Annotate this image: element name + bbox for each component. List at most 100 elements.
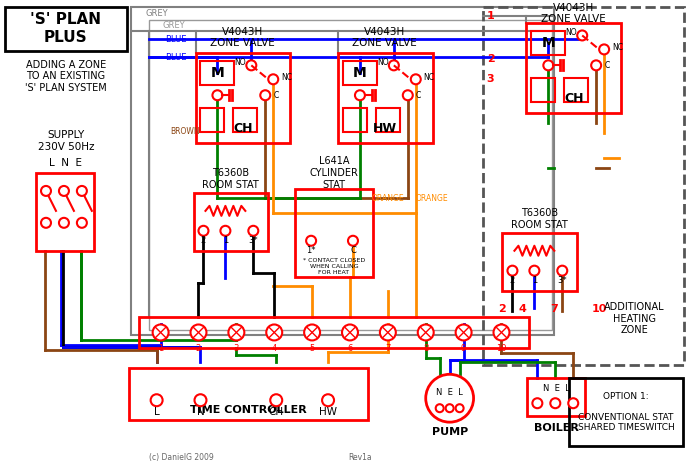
Circle shape	[403, 90, 413, 100]
Text: 2: 2	[486, 54, 495, 65]
Text: 3: 3	[486, 74, 494, 84]
Circle shape	[529, 266, 540, 276]
Text: N  E  L: N E L	[543, 384, 570, 393]
Bar	[5, 7, 127, 51]
Bar	[130, 7, 554, 336]
Bar	[531, 31, 565, 55]
Text: T6360B
ROOM STAT: T6360B ROOM STAT	[202, 168, 259, 190]
Text: NO: NO	[235, 58, 246, 67]
Text: 2: 2	[510, 276, 515, 285]
Circle shape	[77, 186, 87, 196]
Text: C: C	[350, 246, 356, 255]
Text: PUMP: PUMP	[431, 427, 468, 437]
Text: * CONTACT CLOSED
WHEN CALLING
FOR HEAT: * CONTACT CLOSED WHEN CALLING FOR HEAT	[303, 258, 365, 275]
Text: 2: 2	[201, 236, 206, 245]
Circle shape	[248, 226, 258, 236]
Text: NC: NC	[612, 43, 623, 52]
Circle shape	[533, 398, 542, 408]
Bar	[343, 61, 377, 85]
Bar	[148, 20, 552, 330]
Bar	[527, 378, 585, 416]
Bar	[195, 53, 290, 143]
Text: 3*: 3*	[558, 276, 567, 285]
Text: CH: CH	[233, 122, 253, 135]
Text: 2: 2	[196, 344, 201, 353]
Circle shape	[268, 74, 278, 84]
Circle shape	[41, 218, 51, 228]
Circle shape	[417, 324, 434, 340]
Text: L  N  E: L N E	[50, 158, 82, 168]
Text: M: M	[353, 66, 367, 80]
Text: C: C	[416, 91, 421, 100]
Bar	[139, 316, 529, 348]
Circle shape	[213, 90, 222, 100]
Text: 3: 3	[234, 344, 239, 353]
Text: GREY: GREY	[146, 9, 168, 18]
Circle shape	[426, 374, 473, 422]
Text: 4: 4	[272, 344, 277, 353]
Text: NO: NO	[566, 28, 578, 37]
Circle shape	[59, 186, 69, 196]
Circle shape	[355, 90, 365, 100]
Bar	[233, 108, 257, 132]
Circle shape	[77, 218, 87, 228]
Text: V4043H
ZONE VALVE: V4043H ZONE VALVE	[541, 3, 606, 24]
Text: 1: 1	[532, 276, 537, 285]
Text: N  E  L: N E L	[436, 388, 463, 397]
Text: NC: NC	[424, 73, 435, 82]
Text: L641A
CYLINDER
STAT: L641A CYLINDER STAT	[310, 156, 359, 190]
Circle shape	[322, 394, 334, 406]
Circle shape	[220, 226, 230, 236]
Circle shape	[558, 266, 567, 276]
Bar	[295, 189, 373, 277]
Circle shape	[59, 218, 69, 228]
Text: 1: 1	[158, 344, 164, 353]
Text: 10: 10	[496, 344, 506, 353]
Circle shape	[199, 226, 208, 236]
Circle shape	[266, 324, 282, 340]
Text: CH: CH	[564, 92, 584, 105]
Text: TIME CONTROLLER: TIME CONTROLLER	[190, 405, 306, 415]
Circle shape	[41, 186, 51, 196]
Text: 7: 7	[385, 344, 391, 353]
Text: 6: 6	[347, 344, 353, 353]
Circle shape	[578, 30, 587, 40]
Circle shape	[306, 236, 316, 246]
Text: M: M	[210, 66, 224, 80]
Circle shape	[380, 324, 396, 340]
Text: 9: 9	[461, 344, 466, 353]
Text: V4043H
ZONE VALVE: V4043H ZONE VALVE	[210, 27, 275, 48]
Circle shape	[342, 324, 358, 340]
Text: BLUE: BLUE	[166, 53, 187, 62]
Circle shape	[348, 236, 358, 246]
Bar	[343, 108, 367, 132]
Circle shape	[150, 394, 163, 406]
Circle shape	[270, 394, 282, 406]
Text: (c) DanielG 2009: (c) DanielG 2009	[148, 453, 213, 462]
Circle shape	[411, 74, 421, 84]
Circle shape	[246, 60, 256, 70]
Text: BOILER: BOILER	[534, 423, 579, 433]
Bar	[569, 378, 683, 446]
Circle shape	[260, 90, 270, 100]
Circle shape	[435, 404, 444, 412]
Text: C: C	[604, 61, 609, 70]
Text: M: M	[542, 37, 555, 51]
Text: 2: 2	[499, 304, 506, 314]
Text: 'S' PLAN
PLUS: 'S' PLAN PLUS	[30, 12, 101, 44]
Bar	[193, 193, 268, 251]
Text: 1: 1	[486, 10, 495, 21]
Text: OPTION 1:

CONVENTIONAL STAT
SHARED TIMESWITCH: OPTION 1: CONVENTIONAL STAT SHARED TIMES…	[578, 392, 674, 432]
Text: ORANGE: ORANGE	[371, 194, 404, 204]
Text: 1*: 1*	[306, 246, 316, 255]
Text: 8: 8	[423, 344, 428, 353]
Text: 5: 5	[310, 344, 315, 353]
Circle shape	[599, 44, 609, 54]
Circle shape	[551, 398, 560, 408]
Text: 3*: 3*	[248, 236, 258, 245]
Circle shape	[569, 398, 578, 408]
Circle shape	[228, 324, 244, 340]
Text: HW: HW	[319, 407, 337, 417]
Bar	[482, 7, 684, 366]
Circle shape	[304, 324, 320, 340]
